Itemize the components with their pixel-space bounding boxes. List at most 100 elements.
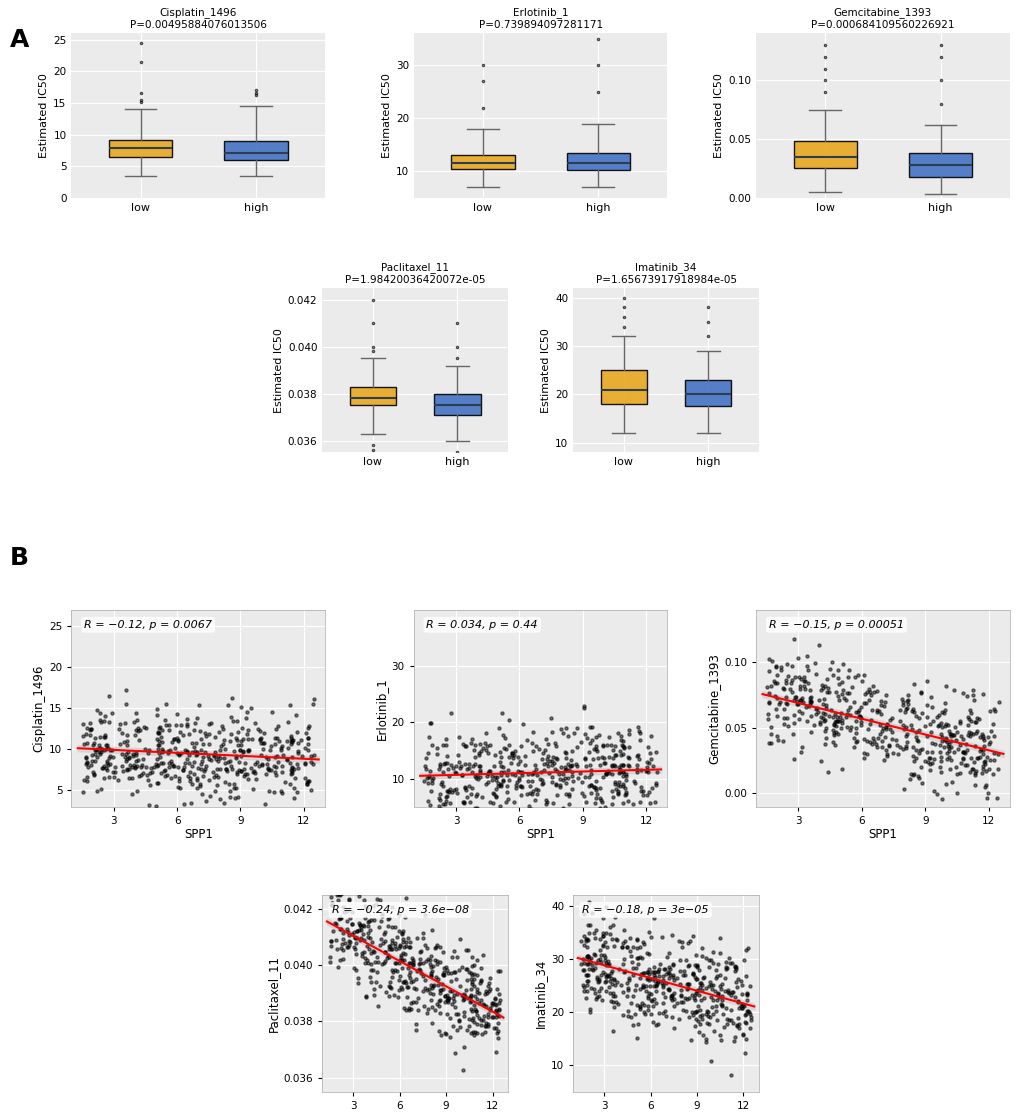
Point [180, 736, 197, 754]
Point [639, 739, 655, 756]
Point [631, 954, 647, 971]
Point [702, 1009, 718, 1027]
Point [361, 951, 377, 969]
Point [669, 980, 686, 998]
Point [688, 976, 704, 994]
Point [540, 753, 556, 771]
Point [933, 719, 950, 736]
Point [376, 910, 392, 928]
Point [538, 760, 554, 778]
Point [965, 714, 981, 732]
Point [486, 984, 502, 1001]
Point [150, 755, 166, 773]
Point [540, 722, 556, 740]
Point [419, 989, 435, 1007]
Point [453, 1004, 470, 1022]
Point [132, 744, 149, 762]
Point [841, 680, 857, 697]
Point [597, 822, 613, 840]
Point [977, 723, 994, 741]
Point [918, 740, 934, 758]
Point [631, 996, 647, 1014]
Point [607, 949, 624, 967]
Point [77, 745, 94, 763]
Title: Cisplatin_1496
P=0.00495884076013506: Cisplatin_1496 P=0.00495884076013506 [129, 8, 266, 30]
Point [472, 734, 488, 752]
Point [644, 758, 660, 775]
Point [715, 1008, 732, 1026]
Point [419, 727, 435, 745]
Point [164, 740, 180, 758]
Point [588, 764, 604, 782]
Point [839, 698, 855, 716]
Point [770, 712, 787, 730]
Point [712, 1022, 729, 1039]
Point [401, 940, 418, 958]
Point [410, 936, 426, 954]
Point [371, 926, 387, 944]
Point [564, 734, 580, 752]
Point [887, 705, 903, 723]
Point [582, 983, 598, 1000]
Point [78, 712, 95, 730]
Point [805, 713, 821, 731]
Point [445, 985, 462, 1003]
Point [727, 984, 743, 1001]
Point [970, 732, 986, 750]
Point [830, 664, 847, 682]
Point [839, 721, 855, 739]
Point [233, 753, 250, 771]
Point [938, 714, 955, 732]
Point [811, 687, 827, 705]
Point [710, 966, 727, 984]
Point [450, 960, 467, 978]
Point [371, 949, 387, 967]
Point [893, 747, 909, 765]
Point [660, 1019, 677, 1037]
Point [789, 732, 805, 750]
Point [592, 979, 608, 997]
Point [165, 740, 181, 758]
Point [138, 751, 154, 769]
Point [645, 975, 661, 993]
Point [503, 770, 520, 788]
Point [645, 951, 661, 969]
Point [689, 915, 705, 932]
Point [616, 975, 633, 993]
Point [441, 990, 458, 1008]
Point [742, 936, 758, 954]
Point [350, 968, 366, 986]
Point [274, 768, 290, 785]
Point [265, 741, 281, 759]
Point [517, 756, 533, 774]
Point [291, 745, 308, 763]
Point [557, 812, 574, 830]
Point [328, 902, 344, 920]
Point [583, 942, 599, 960]
Point [366, 955, 382, 973]
Point [771, 684, 788, 702]
Point [478, 983, 494, 1000]
Point [592, 986, 608, 1004]
Point [485, 1013, 501, 1030]
Point [347, 974, 364, 991]
Point [282, 821, 299, 839]
Point [837, 729, 853, 746]
Point [506, 746, 523, 764]
Point [206, 717, 222, 735]
Point [208, 743, 224, 761]
Point [405, 984, 421, 1001]
Point [243, 761, 259, 779]
Point [478, 785, 494, 803]
Point [86, 736, 102, 754]
Point [658, 986, 675, 1004]
Point [485, 994, 501, 1012]
Point [345, 930, 362, 948]
Point [332, 906, 348, 924]
Point [720, 988, 737, 1006]
Point [984, 766, 1001, 784]
Point [636, 760, 652, 778]
Point [835, 740, 851, 758]
Point [561, 751, 578, 769]
Point [600, 752, 616, 770]
